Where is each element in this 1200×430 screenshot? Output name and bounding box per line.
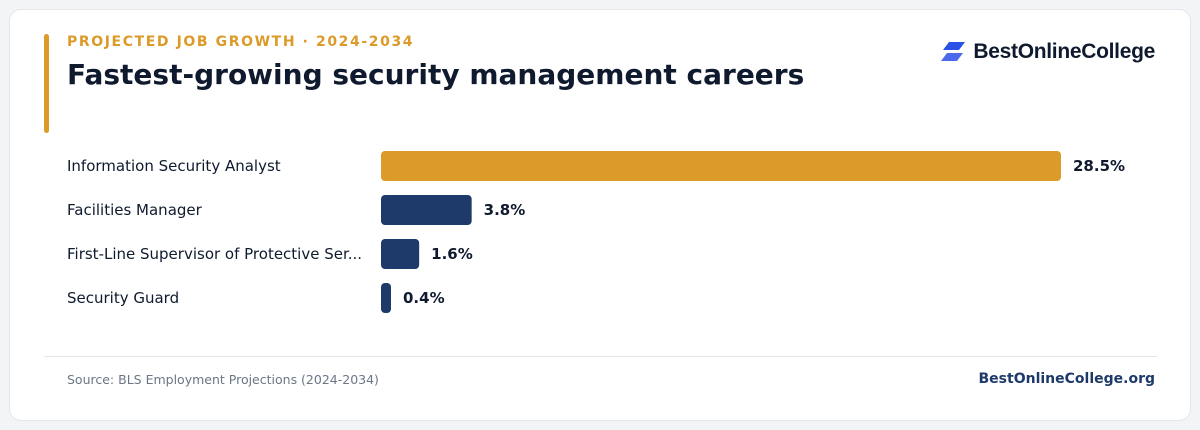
brand-logo-text: BestOnlineCollege xyxy=(973,40,1155,63)
chart-eyebrow: PROJECTED JOB GROWTH · 2024-2034 xyxy=(67,34,415,50)
bar xyxy=(381,283,391,313)
stacked-parallelogram-logo-icon xyxy=(941,42,966,61)
bar xyxy=(381,239,420,269)
category-label: Facilities Manager xyxy=(67,201,203,219)
value-label: 3.8% xyxy=(484,201,526,219)
footer-divider xyxy=(44,356,1157,357)
chart-title: Fastest-growing security management care… xyxy=(67,58,805,91)
bar xyxy=(381,195,472,225)
value-label: 0.4% xyxy=(403,289,445,307)
accent-bar xyxy=(44,34,49,133)
value-label: 28.5% xyxy=(1073,157,1125,175)
category-label: First-Line Supervisor of Protective Ser.… xyxy=(67,245,362,263)
category-label: Information Security Analyst xyxy=(67,157,281,175)
chart-card: PROJECTED JOB GROWTH · 2024-2034 Fastest… xyxy=(9,9,1191,421)
brand-logo: BestOnlineCollege xyxy=(940,40,1155,64)
category-label: Security Guard xyxy=(67,289,179,307)
source-note: Source: BLS Employment Projections (2024… xyxy=(67,372,379,387)
footer-brand: BestOnlineCollege.org xyxy=(978,371,1155,387)
horizontal-bar-chart: Information Security Analyst 28.5% Facilit… xyxy=(67,151,1125,313)
value-label: 1.6% xyxy=(431,245,473,263)
bar xyxy=(381,151,1061,181)
